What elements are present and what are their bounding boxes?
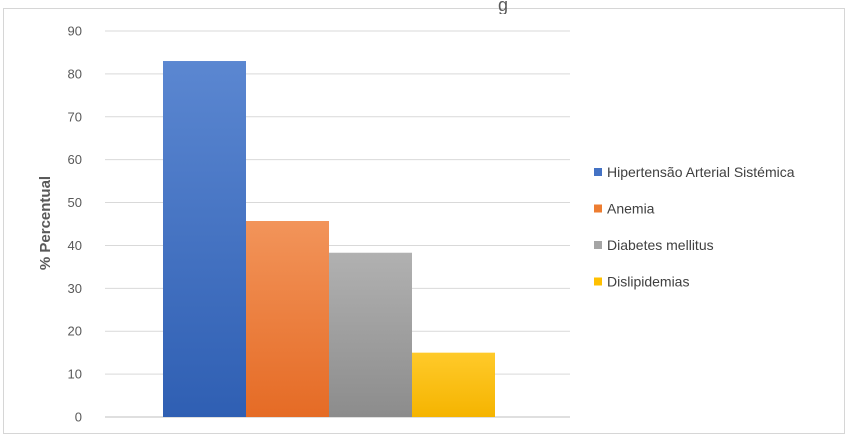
bar-anemia (246, 220, 329, 417)
legend-item: Diabetes mellitus (594, 237, 714, 253)
bar-dislipidemias (412, 352, 495, 417)
y-tick-label: 60 (68, 152, 82, 167)
legend-swatch (594, 277, 602, 286)
y-axis-ticks: 0 10 20 30 40 50 60 70 80 90 (68, 24, 82, 425)
legend-item: Hipertensão Arterial Sistémica (594, 164, 795, 180)
chart-title-fragment: g (498, 0, 509, 14)
bars (163, 61, 495, 418)
y-tick-label: 40 (68, 238, 82, 253)
legend-label: Diabetes mellitus (607, 237, 714, 253)
legend-label: Anemia (607, 201, 655, 217)
legend-item: Dislipidemias (594, 274, 689, 290)
y-tick-label: 80 (68, 66, 82, 81)
legend: Hipertensão Arterial Sistémica Anemia Diab… (594, 164, 795, 290)
y-tick-label: 70 (68, 109, 82, 124)
legend-swatch (594, 241, 602, 249)
y-tick-label: 20 (68, 324, 82, 339)
y-tick-label: 90 (68, 24, 82, 39)
legend-label: Hipertensão Arterial Sistémica (607, 164, 795, 180)
legend-item: Anemia (594, 201, 655, 217)
y-tick-label: 10 (68, 367, 82, 382)
y-tick-label: 0 (75, 410, 82, 425)
legend-label: Dislipidemias (607, 274, 689, 290)
y-axis-label: % Percentual (37, 176, 54, 270)
bar-hipertens-o-arterial-sist-mica (163, 61, 246, 418)
bar-diabetes-mellitus (329, 252, 412, 417)
y-tick-label: 30 (68, 281, 82, 296)
legend-swatch (594, 168, 602, 176)
y-tick-label: 50 (68, 195, 82, 210)
legend-swatch (594, 204, 602, 213)
